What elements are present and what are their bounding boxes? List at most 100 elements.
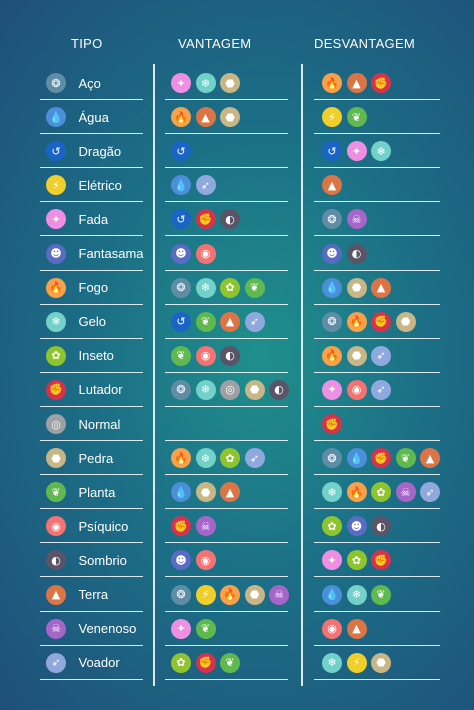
grass-icon: ❦	[220, 652, 240, 673]
table-row: ❂ Aço ✦ ❄ ⬣ 🔥 ▲ ✊	[0, 66, 474, 100]
desvantagem-icons: ↺ ✦ ❄	[322, 141, 396, 162]
bug-icon: ✿	[346, 550, 367, 571]
vantagem-icons: ☻ ◉	[171, 550, 220, 571]
flying-icon: ➶	[420, 482, 440, 503]
poison-icon: ☠	[346, 209, 367, 230]
fighting-icon: ✊	[195, 652, 216, 673]
bug-icon: ✿	[46, 345, 66, 366]
type-label: Inseto	[78, 348, 114, 364]
row-divider	[314, 133, 440, 135]
dragon-icon: ↺	[322, 141, 342, 162]
row-divider	[40, 440, 143, 441]
type-label: Sombrio	[78, 552, 127, 568]
vantagem-icons: ☻ ◉	[171, 243, 220, 264]
row-divider	[165, 440, 288, 441]
ice-icon: ❄	[46, 311, 66, 332]
type-cell: ➶ Voador	[46, 652, 120, 673]
fighting-icon: ✊	[46, 379, 66, 400]
type-cell: ⚡ Elétrico	[46, 175, 122, 196]
column-divider-left	[153, 64, 155, 686]
type-cell: ❄ Gelo	[46, 311, 106, 332]
steel-icon: ❂	[322, 209, 342, 230]
desvantagem-icons: 🔥 ⬣ ➶	[322, 345, 396, 366]
row-divider	[314, 371, 440, 373]
grass-icon: ❦	[46, 482, 66, 503]
ice-icon: ❄	[346, 584, 367, 605]
row-divider	[40, 167, 143, 169]
steel-icon: ❂	[171, 584, 191, 605]
table-row: 💧 Água 🔥 ▲ ⬣ ⚡ ❦	[0, 100, 474, 135]
vantagem-icons: ✊ ☠	[171, 516, 220, 537]
electric-icon: ⚡	[322, 107, 342, 128]
grass-icon: ❦	[346, 107, 367, 128]
flying-icon: ➶	[195, 175, 216, 196]
ground-icon: ▲	[346, 73, 367, 93]
row-divider	[314, 269, 440, 271]
vantagem-icons: ✦ ❄ ⬣	[171, 73, 245, 93]
desvantagem-icons: ❂ 💧 ✊ ❦ ▲	[322, 448, 445, 469]
poison-icon: ☠	[269, 584, 289, 605]
type-label: Psíquico	[78, 518, 129, 534]
fire-icon: 🔥	[171, 448, 191, 469]
row-divider	[40, 644, 143, 646]
row-divider	[40, 508, 143, 510]
row-divider	[165, 610, 288, 612]
ghost-icon: ☻	[46, 243, 66, 264]
vantagem-icons: ↺ ❦ ▲ ➶	[171, 311, 269, 332]
row-divider	[40, 337, 143, 339]
desvantagem-icons: 💧 ⬣ ▲	[322, 277, 396, 298]
fairy-icon: ✦	[46, 209, 66, 230]
desvantagem-icons: ❂ ☠	[322, 209, 371, 230]
vantagem-icons: ❦ ◉ ◐	[171, 345, 245, 366]
water-icon: 💧	[322, 277, 342, 298]
flying-icon: ➶	[244, 448, 265, 469]
row-divider	[40, 405, 143, 407]
type-label: Água	[78, 109, 109, 125]
row-divider	[314, 474, 440, 476]
vantagem-icons: ↺ ✊ ◐	[171, 209, 245, 230]
type-label: Pedra	[78, 450, 114, 466]
psychic-icon: ◉	[195, 550, 216, 571]
desvantagem-icons: ❄ 🔥 ✿ ☠ ➶	[322, 482, 445, 503]
row-divider	[40, 542, 143, 544]
ground-icon: ▲	[346, 618, 367, 639]
row-divider	[314, 542, 440, 544]
fighting-icon: ✊	[195, 209, 216, 230]
row-divider	[40, 576, 143, 578]
dark-icon: ◐	[371, 516, 391, 537]
vantagem-header: VANTAGEM	[178, 36, 252, 51]
ground-icon: ▲	[46, 584, 66, 605]
ice-icon: ❄	[195, 73, 216, 93]
rock-icon: ⬣	[395, 311, 416, 332]
psychic-icon: ◉	[46, 516, 66, 537]
row-divider	[165, 542, 288, 544]
desvantagem-icons: ⚡ ❦	[322, 107, 371, 128]
water-icon: 💧	[346, 448, 367, 469]
fire-icon: 🔥	[171, 107, 191, 128]
grass-icon: ❦	[195, 311, 216, 332]
row-divider	[40, 235, 143, 237]
type-cell: ❂ Aço	[46, 73, 101, 93]
bug-icon: ✿	[371, 482, 391, 503]
type-label: Terra	[78, 587, 109, 602]
table-row: ☻ Fantasama ☻ ◉ ☻ ◐	[0, 237, 474, 271]
type-cell: ▲ Terra	[46, 584, 109, 605]
type-label: Venenoso	[78, 621, 137, 637]
row-divider	[165, 644, 288, 646]
rock-icon: ⬣	[220, 107, 240, 128]
row-divider	[165, 678, 288, 680]
row-divider	[165, 201, 288, 203]
normal-icon: ◎	[46, 414, 66, 434]
type-label: Elétrico	[78, 177, 122, 193]
table-row: ✊ Lutador ❂ ❄ ◎ ⬣ ◐ ✦ ◉ ➶	[0, 373, 474, 407]
type-cell: 🔥 Fogo	[46, 277, 108, 298]
table-row: ◉ Psíquico ✊ ☠ ✿ ☻ ◐	[0, 509, 474, 544]
electric-icon: ⚡	[346, 652, 367, 673]
row-divider	[314, 610, 440, 612]
row-divider	[165, 235, 288, 237]
ghost-icon: ☻	[171, 550, 191, 571]
row-divider	[165, 99, 288, 100]
row-divider	[165, 508, 288, 510]
rock-icon: ⬣	[346, 277, 367, 298]
ground-icon: ▲	[220, 311, 240, 332]
